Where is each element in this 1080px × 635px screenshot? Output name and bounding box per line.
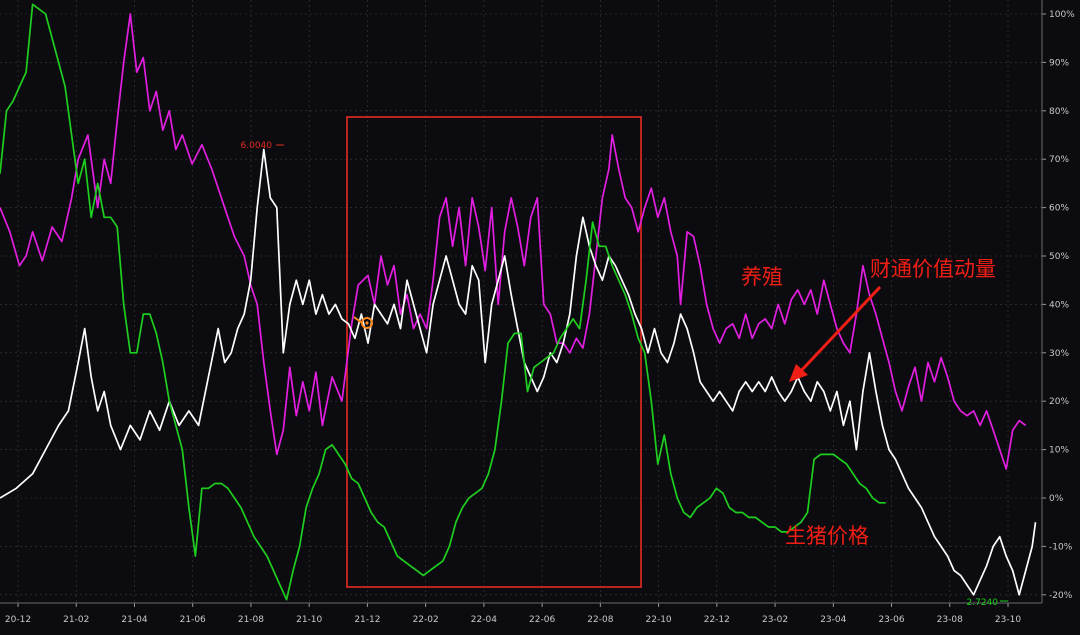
y-tick-label: 20%	[1049, 397, 1069, 407]
crosshair-marker	[353, 316, 373, 329]
series-line-shengzhu	[0, 3, 886, 601]
label-yangzhi: 养殖	[741, 265, 783, 289]
x-tick-label: 23-04	[820, 615, 846, 625]
min-marker: 2.7240	[967, 598, 1008, 608]
x-tick-label: 21-10	[296, 615, 322, 625]
x-tick-label: 22-04	[471, 615, 497, 625]
x-tick-label: 23-02	[762, 615, 788, 625]
x-tick-label: 23-06	[878, 615, 904, 625]
y-tick-label: -10%	[1049, 542, 1073, 552]
min-value-label: 2.7240	[967, 598, 999, 608]
x-tick-label: 22-10	[646, 615, 672, 625]
series-line-caitong	[0, 148, 1037, 596]
label-shengzhu: 生猪价格	[785, 524, 869, 548]
series-line-yangzhi	[0, 13, 1027, 470]
grid-lines	[0, 0, 1042, 603]
x-tick-label: 22-06	[529, 615, 555, 625]
x-tick-label: 22-12	[704, 615, 730, 625]
x-tick-label: 22-02	[413, 615, 439, 625]
y-tick-label: 30%	[1049, 349, 1069, 359]
y-tick-label: 0%	[1049, 494, 1064, 504]
y-tick-label: 70%	[1049, 155, 1069, 165]
x-tick-label: 21-12	[354, 615, 380, 625]
x-axis: 20-12 21-02 21-04 21-06 21-08 21-10 21-12 22-02…	[0, 602, 1042, 625]
x-tick-label: 22-08	[587, 615, 613, 625]
annotation-arrow	[789, 285, 882, 382]
y-tick-label: 60%	[1049, 204, 1069, 214]
y-tick-label: -20%	[1049, 591, 1073, 601]
x-tick-label: 21-08	[238, 615, 264, 625]
x-tick-label: 20-12	[5, 615, 31, 625]
max-marker: 6.0040	[241, 141, 284, 151]
x-tick-label: 21-06	[180, 615, 206, 625]
x-tick-label: 23-10	[995, 615, 1021, 625]
series-group	[0, 3, 1037, 601]
y-tick-label: 100%	[1049, 10, 1075, 20]
x-tick-label: 21-04	[121, 615, 147, 625]
y-tick-label: 40%	[1049, 300, 1069, 310]
y-tick-label: 80%	[1049, 107, 1069, 117]
y-axis: 100% 90% 80% 70% 60% 50% 40% 30% 20% 10% 0% -10% -20…	[1041, 0, 1075, 603]
label-caitong: 财通价值动量	[870, 257, 996, 281]
max-value-label: 6.0040	[241, 141, 273, 151]
highlight-box	[346, 116, 642, 588]
y-tick-label: 50%	[1049, 252, 1069, 262]
y-tick-label: 10%	[1049, 446, 1069, 456]
y-tick-label: 90%	[1049, 58, 1069, 68]
x-tick-label: 23-08	[937, 615, 963, 625]
x-tick-label: 21-02	[63, 615, 89, 625]
